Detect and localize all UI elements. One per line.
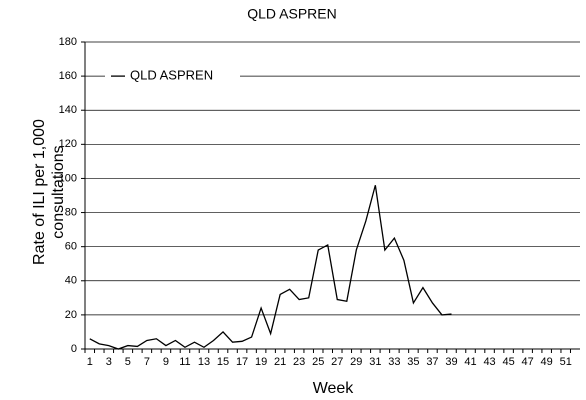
x-tick-label: 1 <box>87 356 93 368</box>
y-tick-label: 80 <box>65 206 77 218</box>
x-tick-label: 45 <box>502 356 514 368</box>
x-tick-label: 25 <box>312 356 324 368</box>
x-tick-label: 35 <box>407 356 419 368</box>
y-tick-label: 160 <box>59 70 77 82</box>
x-tick-label: 31 <box>369 356 381 368</box>
y-tick-label: 180 <box>59 36 77 48</box>
x-tick-label: 17 <box>236 356 248 368</box>
y-tick-label: 20 <box>65 309 77 321</box>
x-tick-label: 39 <box>445 356 457 368</box>
x-tick-label: 11 <box>179 356 190 368</box>
chart-title: QLD ASPREN <box>247 6 336 22</box>
x-tick-label: 29 <box>350 356 362 368</box>
x-tick-label: 49 <box>541 356 553 368</box>
x-tick-label: 47 <box>522 356 534 368</box>
x-tick-label: 19 <box>255 356 267 368</box>
x-tick-label: 37 <box>426 356 438 368</box>
x-tick-label: 3 <box>106 356 112 368</box>
y-tick-label: 0 <box>71 343 77 355</box>
x-tick-label: 43 <box>483 356 495 368</box>
legend-label: QLD ASPREN <box>130 68 213 83</box>
x-tick-label: 7 <box>144 356 150 368</box>
x-tick-label: 51 <box>560 356 572 368</box>
y-tick-label: 140 <box>59 104 77 116</box>
x-tick-label: 9 <box>163 356 169 368</box>
x-axis-label: Week <box>313 380 355 397</box>
x-tick-label: 27 <box>331 356 343 368</box>
y-tick-label: 120 <box>59 138 77 150</box>
y-tick-label: 40 <box>65 275 77 287</box>
y-tick-label: 100 <box>59 172 77 184</box>
y-tick-label: 60 <box>65 241 77 253</box>
legend-box <box>105 66 240 87</box>
x-tick-label: 41 <box>464 356 476 368</box>
x-tick-label: 21 <box>274 356 286 368</box>
x-tick-label: 13 <box>198 356 210 368</box>
x-tick-label: 15 <box>217 356 229 368</box>
x-tick-label: 33 <box>388 356 400 368</box>
y-axis-label: Rate of ILI per 1,000 consultations <box>31 119 67 265</box>
data-line <box>89 185 452 350</box>
x-tick-label: 23 <box>293 356 305 368</box>
x-tick-label: 5 <box>125 356 131 368</box>
